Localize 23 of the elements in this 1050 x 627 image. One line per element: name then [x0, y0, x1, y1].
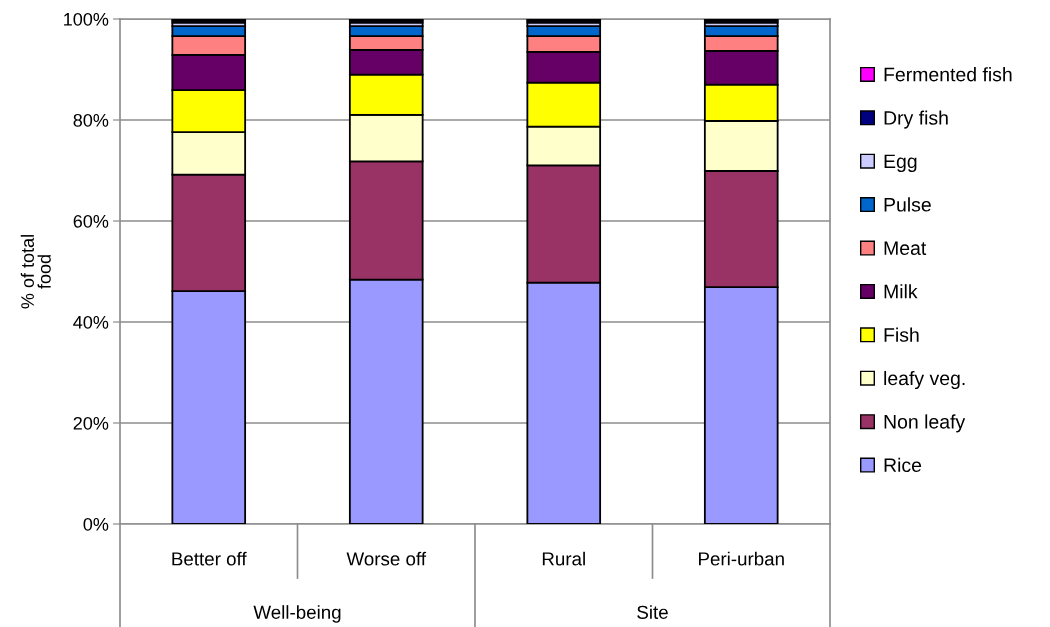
legend-label: Meat	[884, 241, 927, 256]
y-tick-label: 100%	[64, 12, 109, 26]
y-axis-title: % of total food	[20, 235, 51, 309]
legend-label: Fish	[884, 327, 919, 342]
legend-label: Non leafy	[884, 414, 966, 433]
legend-label: Milk	[884, 284, 918, 299]
text: Well-being	[253, 605, 341, 623]
y-tick-label: 0%	[83, 517, 109, 531]
y-tick-label: 80%	[73, 113, 109, 127]
legend-label: Egg	[884, 154, 917, 173]
legend-label: Fermented fish	[884, 67, 1012, 82]
legend-label: Rice	[884, 457, 922, 473]
text: Site	[637, 605, 668, 619]
y-tick-label: 60%	[73, 214, 109, 228]
x-tick-label: Better off	[172, 551, 247, 566]
legend-label: leafy veg.	[884, 370, 965, 390]
x-tick-label: Worse off	[346, 551, 427, 566]
x-tick-label: Rural	[542, 551, 585, 566]
y-tick-label: 40%	[73, 315, 109, 329]
legend-label: Dry fish	[884, 110, 948, 129]
legend-label: Pulse	[884, 197, 931, 212]
x-tick-label: Peri-urban	[699, 551, 784, 566]
y-tick-label: 20%	[73, 416, 109, 430]
